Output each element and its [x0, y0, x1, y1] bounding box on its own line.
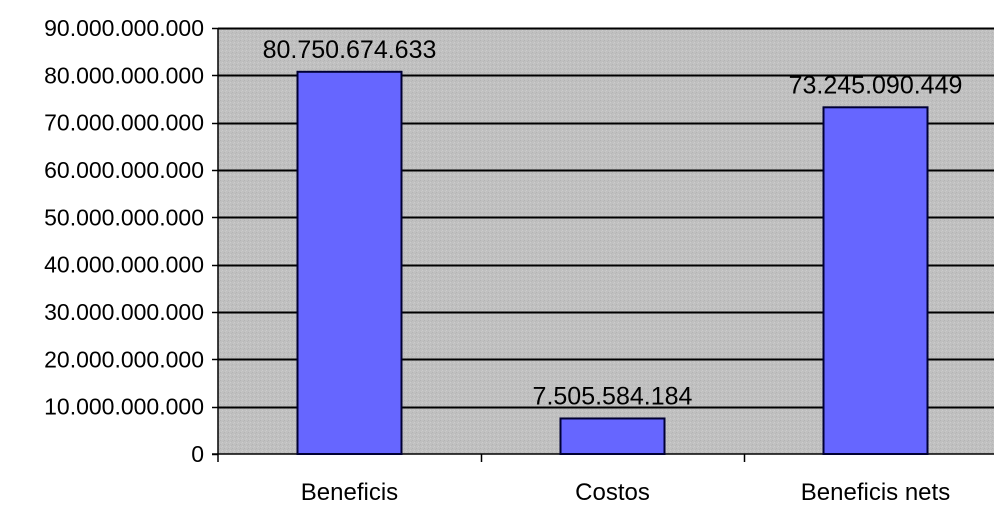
y-tick-label: 70.000.000.000 [44, 110, 204, 136]
category-label: Costos [575, 479, 650, 506]
y-tick-label: 50.000.000.000 [44, 204, 204, 230]
y-tick-label: 20.000.000.000 [44, 346, 204, 372]
bar-1 [296, 70, 403, 455]
bar-2 [559, 417, 666, 456]
y-tick-label: 40.000.000.000 [44, 252, 204, 278]
y-tick-label: 30.000.000.000 [44, 299, 204, 325]
data-label: 7.505.584.184 [533, 382, 693, 410]
data-label: 73.245.090.449 [789, 71, 963, 99]
y-tick-label: 90.000.000.000 [44, 15, 204, 41]
y-tick-label: 10.000.000.000 [44, 394, 204, 420]
y-tick-label: 80.000.000.000 [44, 62, 204, 88]
bar-3 [822, 106, 929, 455]
category-label: Beneficis [301, 479, 398, 506]
category-label: Beneficis nets [801, 479, 950, 506]
y-tick-label: 60.000.000.000 [44, 157, 204, 183]
data-label: 80.750.674.633 [263, 36, 437, 64]
y-tick-label: 0 [191, 441, 204, 467]
